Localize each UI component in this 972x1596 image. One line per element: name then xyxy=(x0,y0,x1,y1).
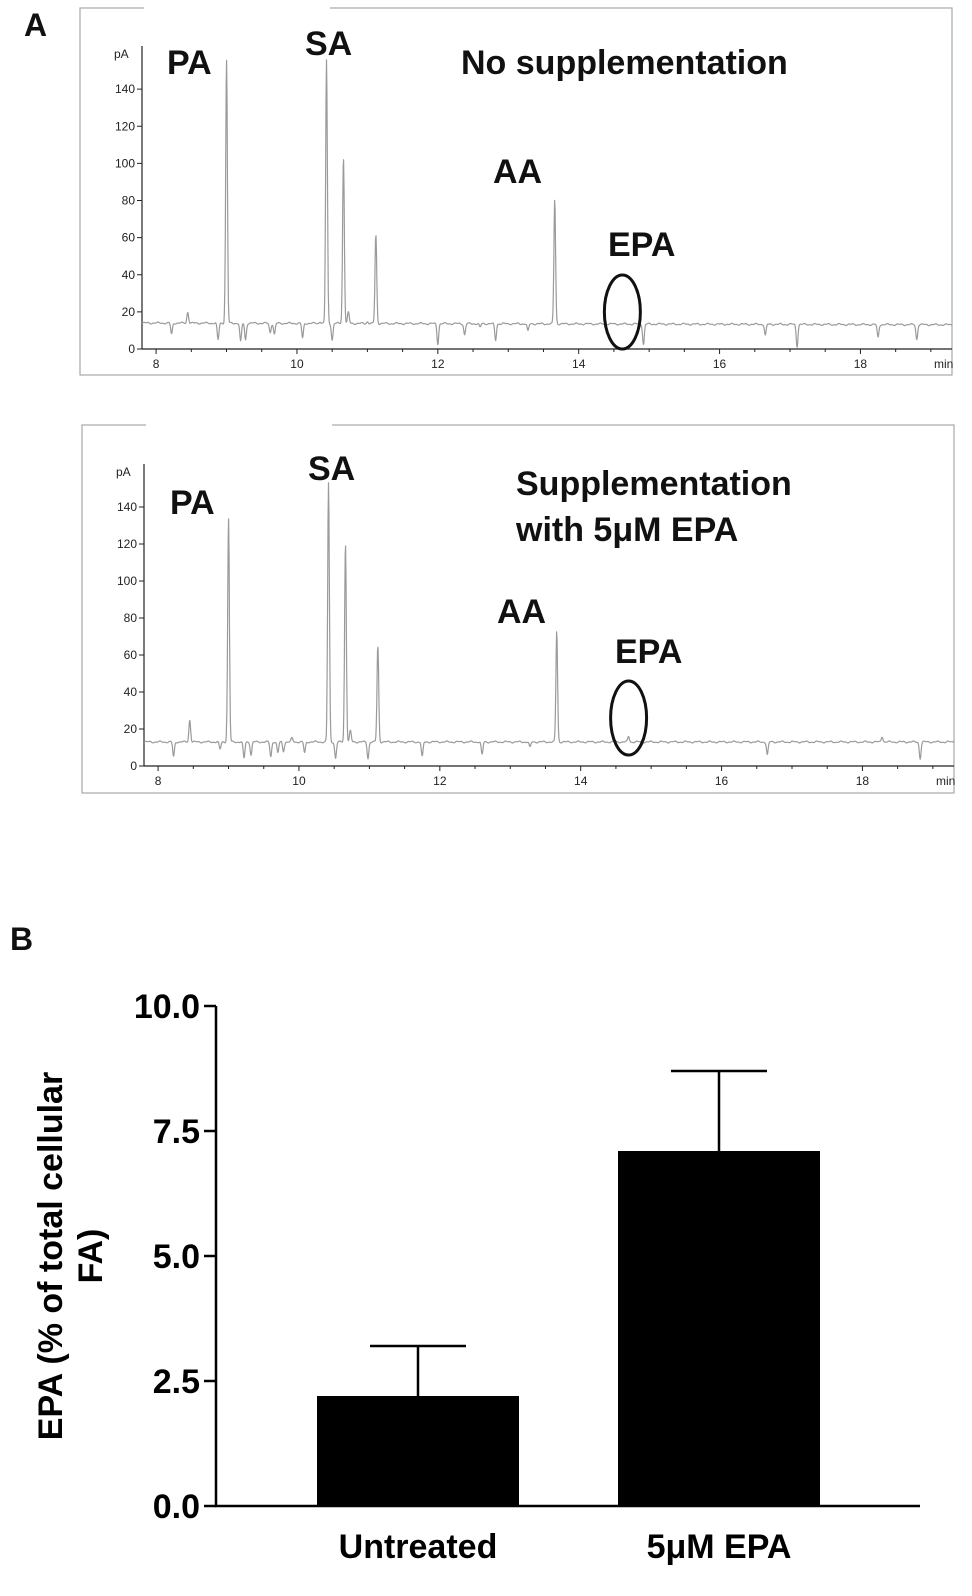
x-unit-label: min xyxy=(936,774,955,788)
panel-b-letter: B xyxy=(10,921,33,957)
x-tick-label: 16 xyxy=(715,774,729,788)
x-tick-label: 8 xyxy=(153,357,160,371)
bar-epa xyxy=(618,1151,820,1506)
chromatogram-frame xyxy=(79,7,953,376)
epa-peak-circle xyxy=(602,273,642,351)
peak-label-epa: EPA xyxy=(615,633,682,671)
category-label: 5μM EPA xyxy=(647,1528,792,1566)
y-axis-title: EPA (% of total cellular FA) xyxy=(32,1072,110,1440)
y-tick-label: 60 xyxy=(124,648,138,662)
y-tick-label: 120 xyxy=(117,537,137,551)
x-tick-label: 10 xyxy=(292,774,306,788)
category-label: Untreated xyxy=(339,1528,498,1566)
epa-peak-circle xyxy=(609,679,649,757)
y-axis-title-line: FA) xyxy=(72,1229,110,1284)
y-tick-label: 10.0 xyxy=(134,988,200,1026)
y-tick-label: 20 xyxy=(122,305,136,319)
frame-mask xyxy=(144,6,330,18)
x-tick-label: 16 xyxy=(713,357,727,371)
y-tick-label: 0 xyxy=(130,759,137,773)
x-tick-label: 18 xyxy=(856,774,870,788)
y-tick-label: 100 xyxy=(117,574,137,588)
y-tick-label: 2.5 xyxy=(153,1363,200,1401)
peak-label-pa: PA xyxy=(170,484,215,522)
x-unit-label: min xyxy=(934,357,953,371)
peak-label-sa: SA xyxy=(305,25,352,63)
y-axis-title-line: EPA (% of total cellular xyxy=(32,1072,70,1440)
peak-label-epa: EPA xyxy=(608,226,675,264)
y-tick-label: 80 xyxy=(124,611,138,625)
peak-label-aa: AA xyxy=(493,153,542,191)
y-unit-label: pA xyxy=(116,465,131,479)
x-tick-label: 12 xyxy=(433,774,447,788)
y-tick-label: 80 xyxy=(122,194,136,208)
x-tick-label: 12 xyxy=(431,357,445,371)
x-tick-label: 14 xyxy=(572,357,586,371)
y-tick-label: 120 xyxy=(115,119,135,133)
frame-mask xyxy=(146,423,332,435)
condition-label-line: No supplementation xyxy=(461,44,788,82)
bar-untreated xyxy=(317,1396,519,1506)
y-tick-label: 40 xyxy=(124,685,138,699)
y-tick-label: 5.0 xyxy=(153,1238,200,1276)
y-tick-label: 100 xyxy=(115,156,135,170)
condition-label-line: Supplementation xyxy=(516,465,792,503)
y-tick-label: 20 xyxy=(124,722,138,736)
x-tick-label: 14 xyxy=(574,774,588,788)
x-tick-label: 18 xyxy=(854,357,868,371)
chromatogram-no-supplementation: 0 20 40 60 80 100 120 140 8 10 12 14 16 18 pA min PA SA AA… xyxy=(79,6,953,376)
epa-bar-chart: 0.0 2.5 5.0 7.5 10.0 Untreated 5μM EPA EPA (% o… xyxy=(32,988,920,1566)
peak-label-aa: AA xyxy=(497,593,546,631)
y-unit-label: pA xyxy=(114,47,129,61)
chromatogram-epa-supplementation: 0 20 40 60 80 100 120 140 8 10 12 14 16 18 pA min PA SA AA… xyxy=(81,423,955,794)
y-tick-label: 60 xyxy=(122,231,136,245)
peak-label-pa: PA xyxy=(167,44,212,82)
y-tick-label: 0 xyxy=(128,342,135,356)
x-tick-label: 8 xyxy=(155,774,162,788)
y-tick-label: 7.5 xyxy=(153,1113,200,1151)
chromatogram-trace xyxy=(143,482,955,760)
x-tick-label: 10 xyxy=(290,357,304,371)
peak-label-sa: SA xyxy=(308,450,355,488)
panel-a-letter: A xyxy=(24,7,47,43)
condition-label-line: with 5μM EPA xyxy=(515,511,738,549)
y-tick-label: 40 xyxy=(122,268,136,282)
chromatogram-trace xyxy=(141,59,953,348)
chromatogram-frame xyxy=(81,424,955,794)
y-tick-label: 140 xyxy=(117,500,137,514)
y-tick-label: 0.0 xyxy=(153,1488,200,1526)
y-tick-label: 140 xyxy=(115,82,135,96)
